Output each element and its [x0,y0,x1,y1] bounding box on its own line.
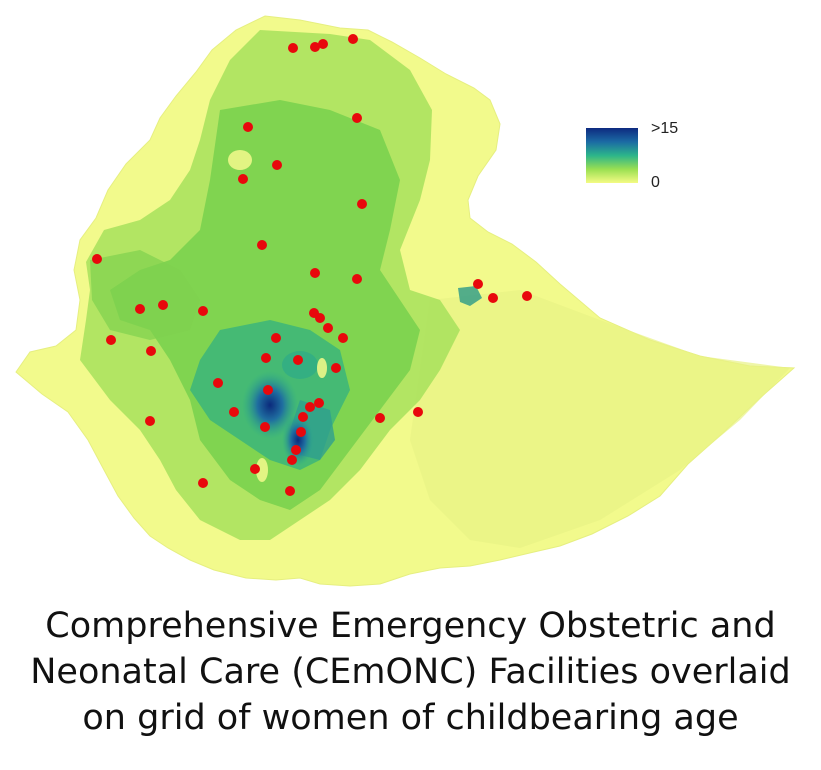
facility-marker [287,455,297,465]
legend-max-label: >15 [651,120,679,137]
figure-caption: Comprehensive Emergency Obstetric and Ne… [0,603,821,741]
facility-marker [285,486,295,496]
facility-marker [243,122,253,132]
facility-marker [263,385,273,395]
facility-marker [198,478,208,488]
region-shade-east [410,290,790,548]
facility-marker [257,240,267,250]
light-spot [256,458,268,482]
ethiopia-density-map [15,15,796,587]
east-cluster [458,286,482,306]
light-spot [317,358,327,378]
facility-marker [261,353,271,363]
caption-line-2: Neonatal Care (CEmONC) Facilities overla… [30,652,791,692]
facility-marker [296,427,306,437]
facility-marker [106,335,116,345]
facility-marker [357,199,367,209]
facility-marker [158,300,168,310]
facility-marker [229,407,239,417]
dense-blob-3 [282,351,318,379]
facility-marker [338,333,348,343]
facility-marker [92,254,102,264]
facility-marker [145,416,155,426]
facility-marker [250,464,260,474]
facility-marker [318,39,328,49]
facility-marker [315,313,325,323]
facility-marker [375,413,385,423]
caption-line-1: Comprehensive Emergency Obstetric and [45,606,776,646]
facility-marker [271,333,281,343]
facility-marker [331,363,341,373]
facility-marker [272,160,282,170]
legend-color-bar [586,128,638,183]
facility-marker [146,346,156,356]
facility-marker [310,42,320,52]
legend-min-label: 0 [651,174,660,191]
facility-marker [348,34,358,44]
facility-marker [352,274,362,284]
densest-cluster-2 [282,414,314,466]
facility-marker [413,407,423,417]
facility-marker [198,306,208,316]
caption-line-3: on grid of women of childbearing age [82,698,739,738]
green-west [90,250,200,340]
facility-markers [92,34,532,496]
facility-marker [305,402,315,412]
facility-marker [293,355,303,365]
facility-marker [314,398,324,408]
facility-marker [473,279,483,289]
densest-cluster [242,371,298,439]
facility-marker [291,445,301,455]
facility-marker [135,304,145,314]
facility-marker [310,268,320,278]
facility-marker [352,113,362,123]
facility-marker [298,412,308,422]
facility-marker [488,293,498,303]
facility-marker [238,174,248,184]
green-core [110,100,420,510]
facility-marker [323,323,333,333]
facility-marker [260,422,270,432]
light-spot [228,150,252,170]
facility-marker [213,378,223,388]
facility-marker [522,291,532,301]
facility-marker [288,43,298,53]
legend [586,128,638,183]
